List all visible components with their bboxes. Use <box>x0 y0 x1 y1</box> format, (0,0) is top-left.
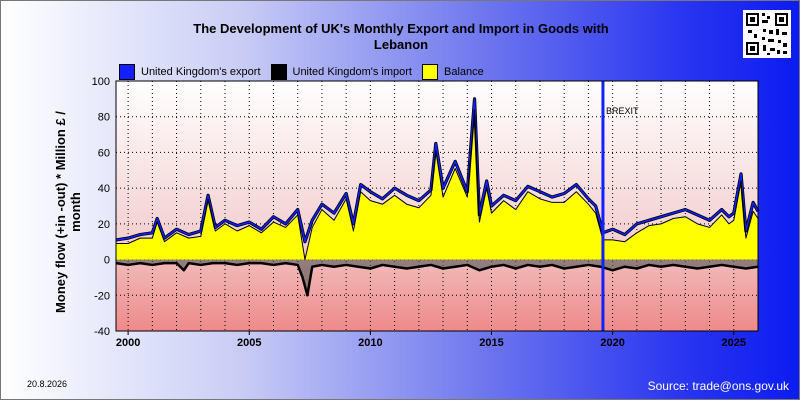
legend-label-balance: Balance <box>444 66 484 78</box>
chart-title: The Development of UK's Monthly Export a… <box>151 21 651 53</box>
y-tick-label: -40 <box>94 326 110 338</box>
balance-area <box>116 109 758 260</box>
plot-border <box>115 80 759 332</box>
x-tick-label: 2015 <box>479 337 503 349</box>
x-tick-label: 2005 <box>237 337 261 349</box>
y-tick-label: -20 <box>94 290 110 302</box>
legend-swatch-import <box>270 64 287 80</box>
import-line <box>115 261 759 297</box>
legend-item-export: United Kingdom's export <box>119 64 261 80</box>
y-tick-label: 20 <box>98 219 110 231</box>
export-line <box>115 98 759 243</box>
brexit-label: BREXIT <box>606 106 639 116</box>
y-axis-label: Money flow (+in -out) * Million £ / mont… <box>53 111 83 313</box>
footer-source: Source: trade@ons.gov.uk <box>647 379 789 393</box>
balance-line <box>116 109 759 261</box>
chart-legend: United Kingdom's export United Kingdom's… <box>119 63 494 81</box>
legend-swatch-balance <box>422 64 438 80</box>
y-tick-label: 60 <box>98 147 110 159</box>
x-tick-label: 2025 <box>722 337 746 349</box>
legend-swatch-export <box>119 64 135 80</box>
y-tick-label: 0 <box>104 255 110 267</box>
y-tick-label: 80 <box>98 112 110 124</box>
x-tick-label: 2010 <box>358 337 382 349</box>
chart-title-line1: The Development of UK's Monthly Export a… <box>193 21 609 36</box>
legend-label-import: United Kingdom's import <box>292 66 413 78</box>
y-tick-label: 40 <box>98 183 110 195</box>
y-tick-label: 100 <box>92 76 110 88</box>
qr-code-icon <box>743 10 791 58</box>
legend-label-export: United Kingdom's export <box>141 66 261 78</box>
plot-bg-negative <box>116 259 758 331</box>
chart-title-line2: Lebanon <box>373 37 429 52</box>
import-area <box>116 259 758 296</box>
x-tick-label: 2020 <box>600 337 624 349</box>
footer-date: 20.8.2026 <box>27 379 68 389</box>
legend-item-import: United Kingdom's import <box>270 64 413 80</box>
legend-item-balance: Balance <box>422 64 484 80</box>
x-tick-label: 2000 <box>116 337 140 349</box>
